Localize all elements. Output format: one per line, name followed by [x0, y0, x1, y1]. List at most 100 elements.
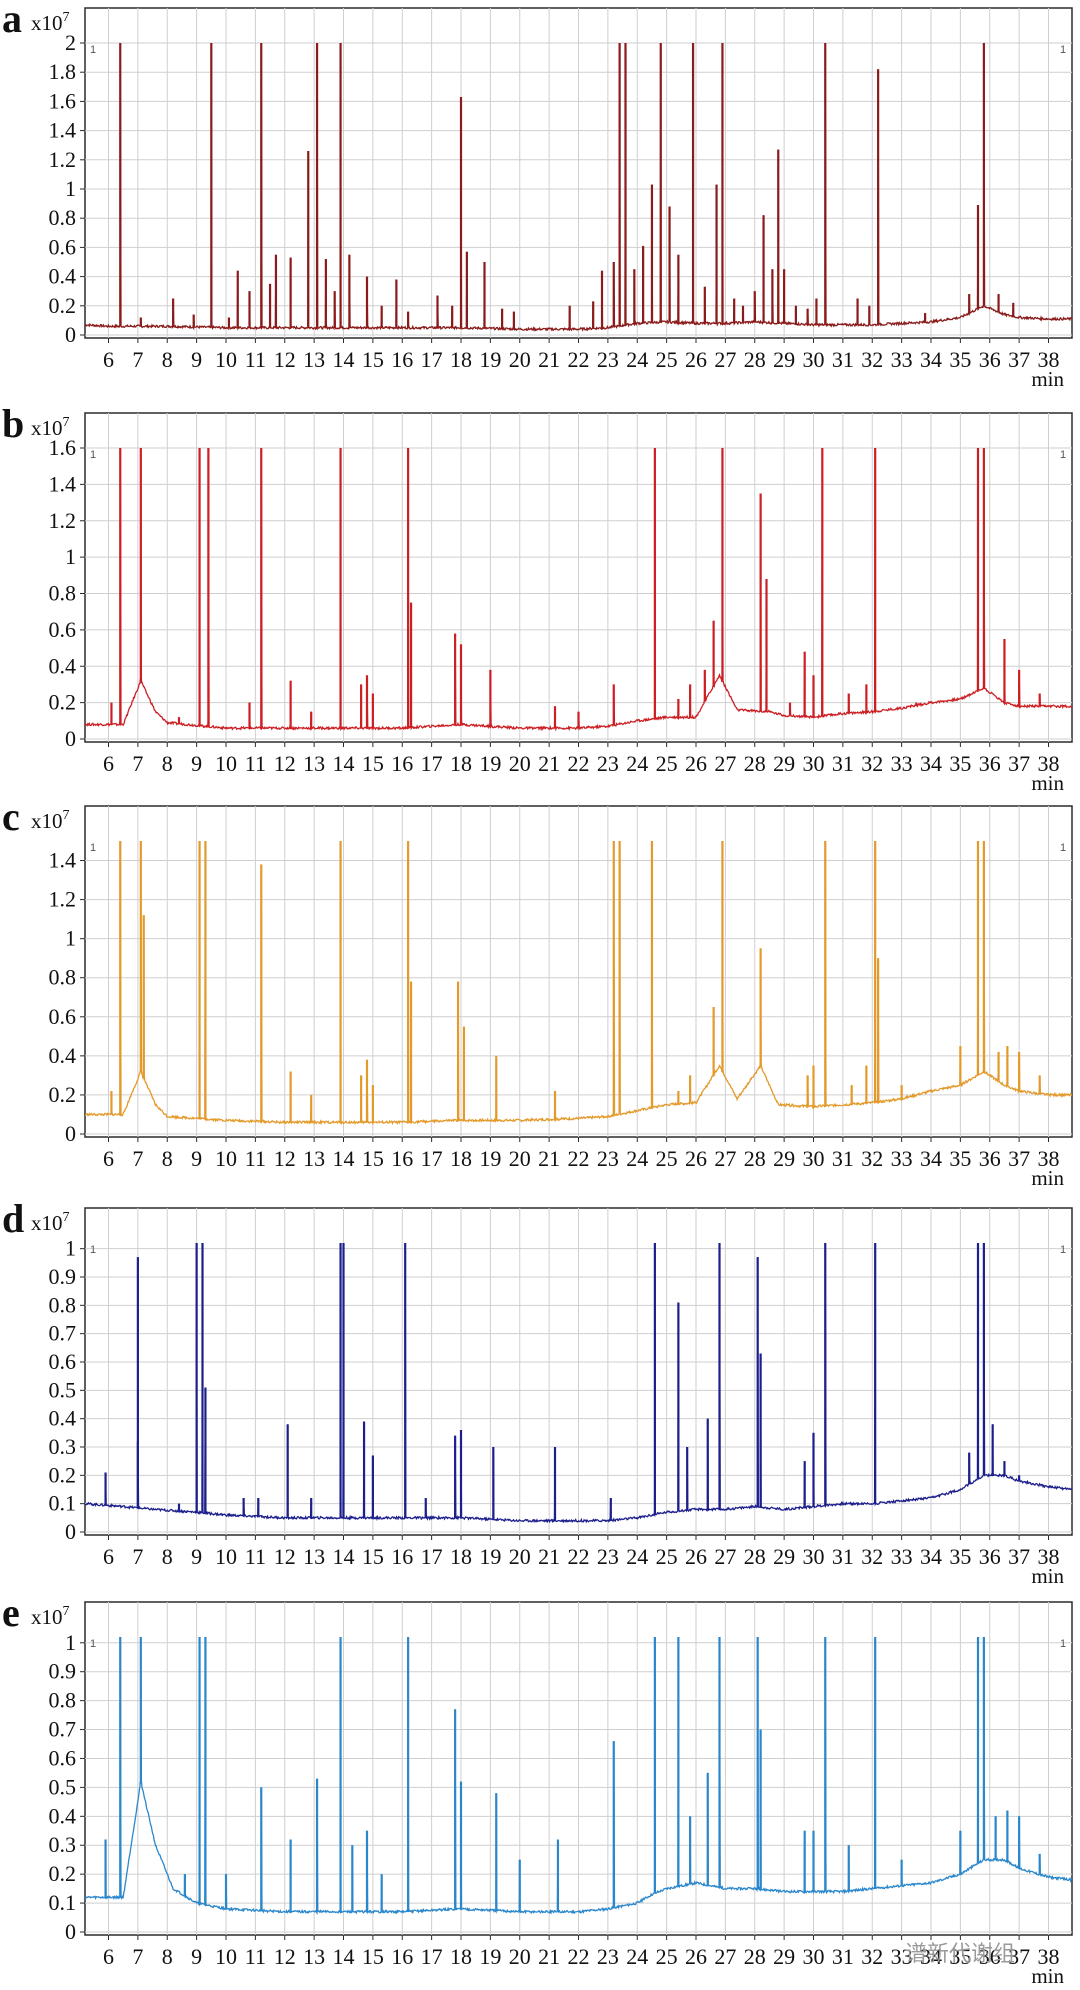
y-tick-label: 0.7 — [49, 1717, 77, 1742]
x-tick-label: 29 — [773, 347, 795, 372]
y-multiplier-label: x107 — [31, 1604, 70, 1629]
y-multiplier-exponent: 7 — [63, 1604, 70, 1619]
x-tick-label: 26 — [685, 1146, 707, 1171]
y-tick-label: 0.5 — [49, 1774, 77, 1799]
x-tick-label: 22 — [568, 347, 590, 372]
y-tick-label: 0.4 — [49, 264, 77, 289]
series-trace — [85, 1636, 1072, 1916]
x-tick-label: 32 — [861, 751, 883, 776]
x-tick-label: 25 — [656, 1944, 678, 1969]
y-tick-label: 1 — [65, 926, 76, 951]
x-tick-label: 11 — [245, 1944, 266, 1969]
x-tick-label: 19 — [479, 751, 501, 776]
x-tick-label: 22 — [568, 1944, 590, 1969]
trace-marker-right: 1 — [1060, 842, 1066, 854]
x-tick-label: 30 — [803, 1944, 825, 1969]
x-tick-label: 13 — [303, 347, 325, 372]
x-tick-label: 35 — [949, 1944, 971, 1969]
y-tick-label: 0.3 — [49, 1434, 77, 1459]
x-tick-label: 22 — [568, 1146, 590, 1171]
x-tick-label: 19 — [479, 347, 501, 372]
x-tick-label: 23 — [597, 347, 619, 372]
x-tick-label: 7 — [132, 1944, 143, 1969]
x-tick-label: 18 — [450, 1944, 472, 1969]
x-tick-label: 10 — [215, 1146, 237, 1171]
x-tick-label: 18 — [450, 1544, 472, 1569]
x-tick-label: 12 — [274, 1146, 296, 1171]
x-tick-label: 16 — [391, 1544, 413, 1569]
x-tick-label: 37 — [1008, 1544, 1030, 1569]
x-tick-label: 30 — [803, 1544, 825, 1569]
x-tick-label: 16 — [391, 347, 413, 372]
y-tick-label: 0.2 — [49, 293, 77, 318]
x-tick-label: 36 — [979, 1944, 1001, 1969]
x-tick-label: 37 — [1008, 1146, 1030, 1171]
x-tick-label: 18 — [450, 1146, 472, 1171]
x-tick-label: 16 — [391, 1146, 413, 1171]
x-tick-label: 36 — [979, 1544, 1001, 1569]
x-tick-label: 23 — [597, 1544, 619, 1569]
y-tick-label: 0.7 — [49, 1321, 77, 1346]
x-tick-label: 26 — [685, 347, 707, 372]
x-tick-label: 9 — [191, 347, 202, 372]
x-tick-label: 22 — [568, 1544, 590, 1569]
chart-panel-b: 00.20.40.60.811.21.41.66 7 8 9 10 11 12 13 14 15 1… — [2, 401, 1073, 795]
y-tick-label: 0.1 — [49, 1890, 77, 1915]
x-tick-label: 13 — [303, 751, 325, 776]
x-tick-label: 37 — [1008, 751, 1030, 776]
x-tick-label: 30 — [803, 751, 825, 776]
x-tick-label: 35 — [949, 751, 971, 776]
trace-marker-left: 1 — [90, 449, 96, 461]
y-tick-label: 1.6 — [49, 88, 77, 113]
x-tick-label: 26 — [685, 1944, 707, 1969]
x-tick-label: 19 — [479, 1544, 501, 1569]
x-tick-label: 37 — [1008, 1944, 1030, 1969]
y-tick-label: 0.2 — [49, 690, 77, 715]
x-tick-label: 9 — [191, 1146, 202, 1171]
x-tick-label: 14 — [333, 1146, 355, 1171]
y-tick-label: 0.9 — [49, 1659, 77, 1684]
x-tick-label: 27 — [714, 1544, 736, 1569]
x-tick-label: 6 — [103, 1544, 114, 1569]
x-tick-label: 14 — [333, 1944, 355, 1969]
x-tick-label: 34 — [920, 751, 942, 776]
x-tick-label: 22 — [568, 751, 590, 776]
y-tick-label: 0.8 — [49, 965, 77, 990]
y-tick-label: 1.4 — [49, 848, 77, 873]
y-multiplier-exponent: 7 — [63, 1210, 70, 1225]
x-tick-label: 21 — [538, 347, 560, 372]
y-tick-label: 0.1 — [49, 1491, 77, 1516]
x-tick-label: 29 — [773, 751, 795, 776]
y-tick-label: 1 — [65, 176, 76, 201]
y-multiplier-exponent: 7 — [63, 415, 70, 430]
x-tick-label: 21 — [538, 1544, 560, 1569]
x-tick-label: 6 — [103, 751, 114, 776]
x-tick-label: 33 — [891, 1944, 913, 1969]
y-multiplier-label: x107 — [31, 1210, 70, 1235]
x-tick-label: 37 — [1008, 347, 1030, 372]
x-tick-label: 13 — [303, 1544, 325, 1569]
x-tick-label: 27 — [714, 751, 736, 776]
x-tick-label: 17 — [421, 1544, 443, 1569]
x-tick-label: 35 — [949, 1544, 971, 1569]
y-tick-label: 0.2 — [49, 1861, 77, 1886]
x-tick-label: 15 — [362, 751, 384, 776]
x-tick-label: 38 — [1038, 1146, 1060, 1171]
x-tick-label: 21 — [538, 751, 560, 776]
x-tick-label: 24 — [626, 751, 648, 776]
x-tick-label: 32 — [861, 1944, 883, 1969]
x-tick-label: 30 — [803, 1146, 825, 1171]
y-tick-label: 0.8 — [49, 1688, 77, 1713]
y-tick-label: 0 — [65, 1519, 76, 1544]
x-tick-label: 13 — [303, 1944, 325, 1969]
x-tick-label: 15 — [362, 347, 384, 372]
series-trace — [85, 42, 1072, 332]
y-tick-label: 1.4 — [49, 471, 77, 496]
y-tick-label: 0.8 — [49, 205, 77, 230]
x-tick-label: 28 — [744, 347, 766, 372]
x-tick-label: 31 — [832, 751, 854, 776]
x-tick-label: 35 — [949, 1146, 971, 1171]
x-tick-label: 29 — [773, 1146, 795, 1171]
y-tick-label: 0 — [65, 1121, 76, 1146]
x-tick-label: 26 — [685, 751, 707, 776]
